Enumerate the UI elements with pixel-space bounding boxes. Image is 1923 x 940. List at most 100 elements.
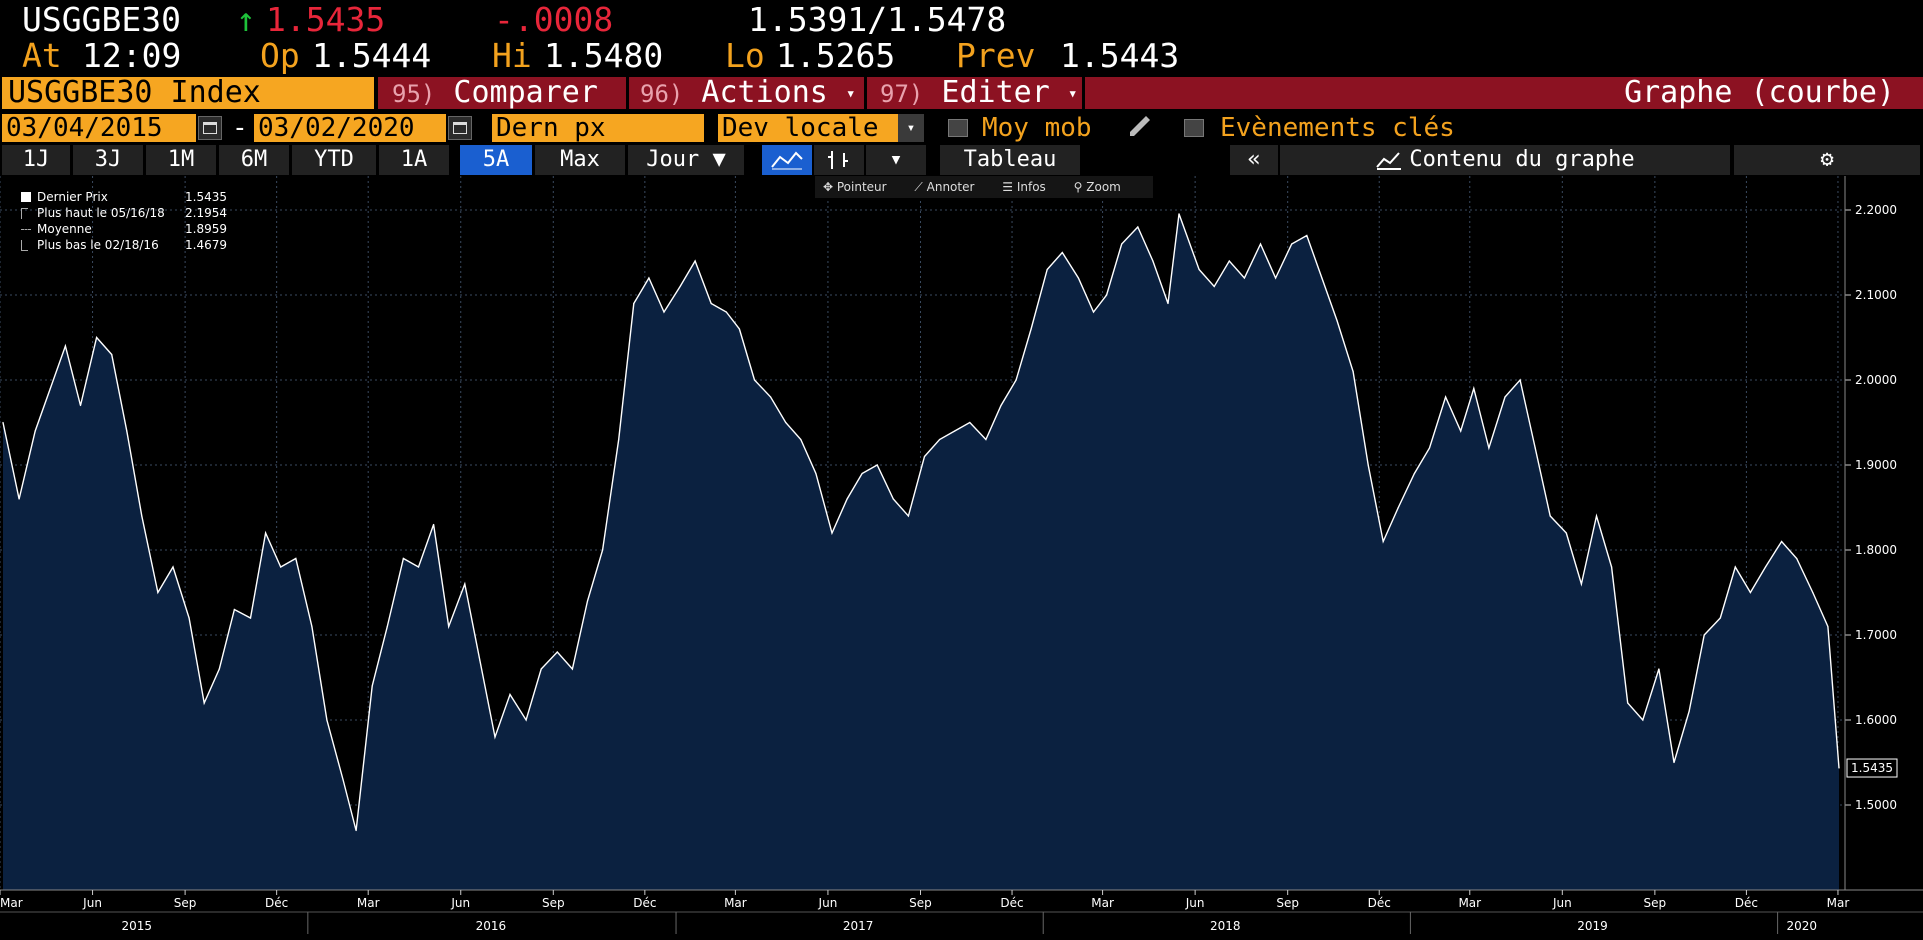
period-ytd-button[interactable]: YTD — [292, 145, 376, 175]
last-value-label: 1.5435 — [1851, 761, 1893, 775]
data-point — [1000, 404, 1002, 407]
average-marker-icon — [21, 229, 31, 240]
edit-button[interactable]: 97) Editer ▾ — [880, 77, 1078, 109]
data-point — [402, 557, 404, 560]
compare-button[interactable]: 95) Comparer — [392, 77, 598, 109]
data-point — [540, 668, 542, 670]
data-point — [1460, 430, 1462, 432]
line-chart-icon[interactable] — [762, 145, 812, 175]
legend-label: Moyenne — [37, 222, 92, 236]
x-tick-label: Déc — [1368, 896, 1391, 910]
last-price: 1.5435 — [266, 0, 386, 39]
data-point — [18, 498, 20, 500]
frequency-dropdown[interactable]: Jour ▼ — [628, 145, 744, 175]
period-1m-button[interactable]: 1M — [146, 145, 216, 175]
price-chart[interactable]: 1.5000 1.6000 1.7000 1.8000 1.9000 2.0000 2.10… — [0, 176, 1923, 940]
bar-chart-icon[interactable] — [814, 145, 864, 175]
x-tick-label: Mar — [357, 896, 380, 910]
y-tick-label: 2.2000 — [1855, 203, 1897, 217]
key-events-checkbox[interactable] — [1184, 119, 1204, 137]
data-point — [1565, 532, 1567, 534]
data-point — [509, 693, 511, 696]
data-point — [1046, 268, 1048, 271]
data-point — [1137, 226, 1139, 228]
y-tick-label: 1.7000 — [1855, 628, 1897, 642]
data-point — [831, 532, 833, 534]
gear-icon[interactable]: ⚙ — [1734, 145, 1920, 175]
data-point — [1213, 285, 1215, 288]
data-point — [1015, 379, 1017, 381]
high-label: Hi — [492, 36, 532, 75]
y-tick-label: 1.8000 — [1855, 543, 1897, 557]
y-tick-label: 1.5000 — [1855, 798, 1897, 812]
chevron-down-icon[interactable]: ▾ — [866, 145, 926, 175]
data-point — [648, 277, 650, 279]
collapse-icon[interactable]: « — [1230, 145, 1278, 175]
security-field[interactable]: USGGBE30 Index — [2, 77, 374, 109]
legend-value: 1.8959 — [185, 222, 227, 236]
chart-content-button[interactable]: Contenu du graphe — [1280, 145, 1730, 175]
price-area — [3, 213, 1839, 890]
period-1j-button[interactable]: 1J — [2, 145, 70, 175]
x-tick-label: Jun — [1185, 896, 1205, 910]
data-point — [1611, 566, 1613, 568]
menu-divider — [1082, 77, 1085, 109]
data-point — [1321, 277, 1323, 279]
zoom-tool[interactable]: ⚲ Zoom — [1073, 180, 1121, 194]
data-point — [618, 438, 620, 441]
data-point — [785, 421, 787, 424]
data-point — [846, 498, 848, 500]
data-point — [939, 438, 941, 441]
period-max-button[interactable]: Max — [535, 145, 625, 175]
x-tick-label: Sep — [909, 896, 932, 910]
info-tool[interactable]: ☰ Infos — [1002, 180, 1046, 194]
x-year-label: 2020 — [1786, 919, 1817, 933]
data-point — [295, 557, 297, 560]
period-5a-button[interactable]: 5A — [460, 145, 532, 175]
table-button[interactable]: Tableau — [940, 145, 1080, 175]
moving-average-checkbox[interactable] — [948, 119, 968, 137]
data-point — [64, 345, 66, 347]
calendar-icon[interactable] — [198, 116, 222, 140]
period-6m-button[interactable]: 6M — [219, 145, 289, 175]
x-tick-label: Mar — [1458, 896, 1481, 910]
currency-selector[interactable]: Dev locale — [718, 114, 898, 142]
data-point — [218, 668, 220, 670]
data-point — [907, 515, 910, 517]
x-tick-label: Jun — [1552, 896, 1572, 910]
data-point — [954, 430, 956, 432]
legend-value: 2.1954 — [185, 206, 227, 220]
chevron-down-icon[interactable]: ▾ — [898, 114, 924, 142]
time-value: 12:09 — [82, 36, 182, 75]
calendar-icon[interactable] — [448, 116, 472, 140]
pointer-tool[interactable]: ✥ Pointeur — [823, 180, 887, 194]
data-point — [433, 523, 435, 526]
data-point — [265, 532, 267, 534]
field-selector[interactable]: Dern px — [492, 114, 704, 142]
x-year-label: 2018 — [1210, 919, 1241, 933]
actions-button[interactable]: 96) Actions ▾ — [640, 77, 856, 109]
end-date-input[interactable]: 03/02/2020 — [254, 114, 446, 142]
data-point — [525, 719, 527, 721]
x-year-label: 2019 — [1577, 919, 1608, 933]
start-date-input[interactable]: 03/04/2015 — [2, 114, 196, 142]
data-point — [1167, 302, 1169, 305]
period-1a-button[interactable]: 1A — [379, 145, 449, 175]
data-point — [1275, 277, 1277, 279]
data-point — [1796, 557, 1798, 560]
graph-title: Graphe (courbe) — [1624, 75, 1895, 110]
data-point — [326, 719, 328, 721]
annotate-tool[interactable]: ⟋ Annoter — [914, 180, 975, 194]
data-point — [556, 651, 558, 653]
y-tick-label: 1.9000 — [1855, 458, 1897, 472]
high-value: 1.5480 — [544, 36, 664, 75]
data-point — [1519, 379, 1521, 381]
data-point — [738, 328, 741, 330]
data-point — [1658, 668, 1660, 670]
x-tick-label: Mar — [1091, 896, 1114, 910]
pencil-icon[interactable] — [1126, 116, 1154, 140]
open-label: Op — [260, 36, 300, 75]
data-point — [1673, 761, 1675, 764]
data-point — [1749, 591, 1751, 594]
period-3j-button[interactable]: 3J — [73, 145, 143, 175]
